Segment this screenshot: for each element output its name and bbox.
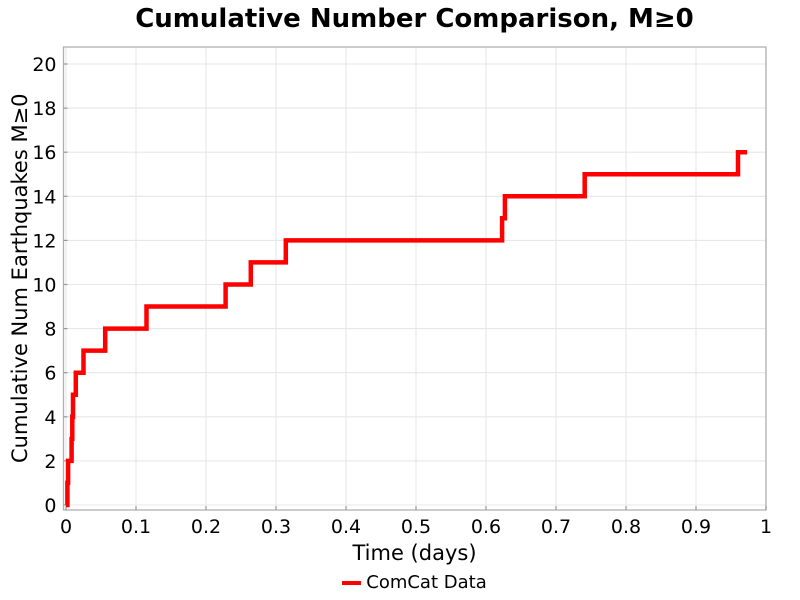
y-tick-label: 2 bbox=[44, 451, 56, 473]
y-tick-label: 4 bbox=[44, 407, 56, 429]
plot-border bbox=[62, 46, 767, 511]
y-axis-label: Cumulative Num Earthquakes M≥0 bbox=[8, 93, 32, 464]
x-tick-label: 0.3 bbox=[261, 516, 291, 538]
x-tick-label: 0.2 bbox=[191, 516, 221, 538]
series-line-comcat-data bbox=[65, 149, 748, 508]
y-tick-label: 10 bbox=[32, 275, 56, 297]
legend: ComCat Data bbox=[63, 572, 766, 593]
y-tick-label: 16 bbox=[32, 142, 56, 164]
y-tick-label: 12 bbox=[32, 230, 56, 252]
chart-title: Cumulative Number Comparison, M≥0 bbox=[135, 4, 694, 34]
x-tick-label: 0.6 bbox=[471, 516, 501, 538]
legend-label: ComCat Data bbox=[366, 572, 487, 593]
legend-line-swatch bbox=[342, 580, 362, 585]
x-tick-label: 0.5 bbox=[401, 516, 431, 538]
x-tick-label: 0.1 bbox=[121, 516, 151, 538]
x-axis-label: Time (days) bbox=[352, 541, 477, 565]
y-tick-label: 0 bbox=[44, 495, 56, 517]
y-tick-label: 18 bbox=[32, 98, 56, 120]
y-tick-label: 8 bbox=[44, 319, 56, 341]
x-tick-label: 0.8 bbox=[611, 516, 641, 538]
x-tick-label: 1 bbox=[760, 516, 772, 538]
x-tick-label: 0.4 bbox=[331, 516, 361, 538]
plot-background bbox=[63, 47, 766, 510]
x-tick-label: 0 bbox=[60, 516, 72, 538]
y-tick-label: 14 bbox=[32, 186, 56, 208]
y-tick-label: 6 bbox=[44, 363, 56, 385]
x-tick-label: 0.9 bbox=[681, 516, 711, 538]
y-tick-label: 20 bbox=[32, 54, 56, 76]
x-tick-label: 0.7 bbox=[541, 516, 571, 538]
